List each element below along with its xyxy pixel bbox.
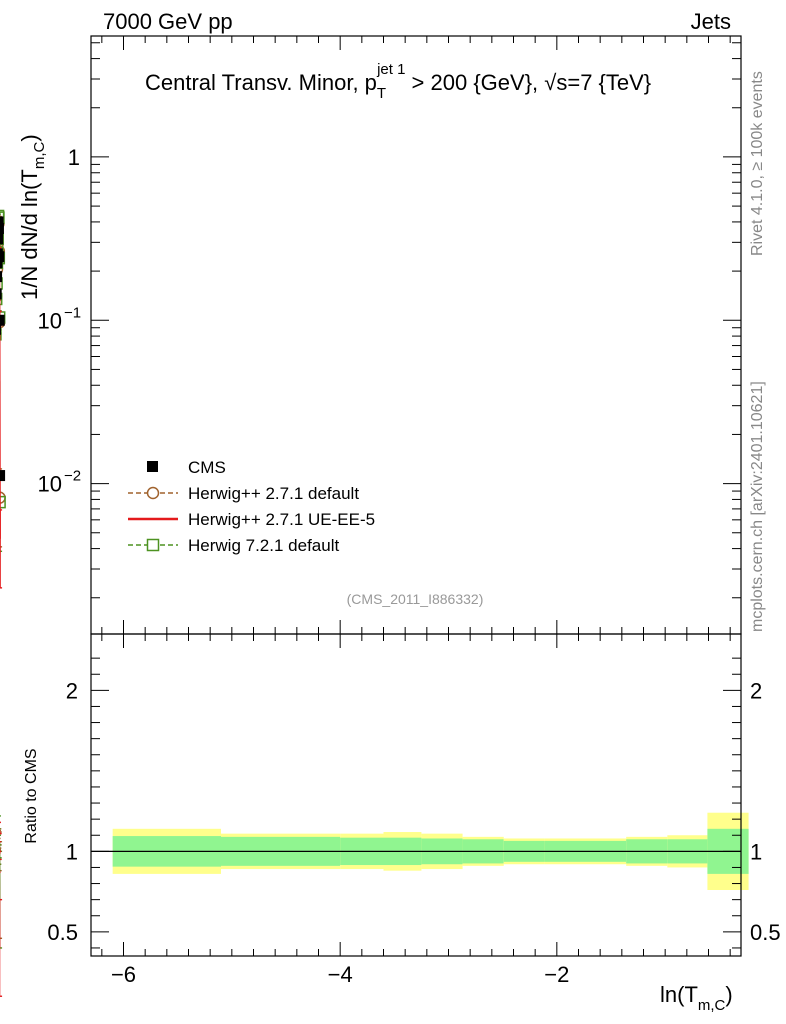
data-point-herwig7	[0, 277, 3, 290]
y-tick-label-right: 1	[750, 839, 762, 864]
legend-marker	[146, 538, 160, 552]
data-point-cms	[0, 323, 1, 335]
y-tick-label-exponent: −1	[64, 304, 81, 321]
ratio-y-axis-label: Ratio to CMS	[23, 748, 40, 843]
legend-label: CMS	[188, 458, 226, 477]
x-tick-label: −2	[544, 962, 569, 987]
data-point-cms	[0, 288, 2, 300]
data-point-cms	[0, 222, 4, 234]
data-point-herwig-default	[0, 244, 6, 258]
ratio-plot-frame	[90, 633, 742, 957]
legend: CMS Herwig++ 2.7.1 default Herwig++ 2.7.1 …	[128, 458, 375, 555]
y-tick-label: 0.5	[47, 920, 78, 945]
legend-label: Herwig 7.2.1 default	[188, 536, 339, 555]
x-tick-label: −6	[111, 962, 136, 987]
y-tick-label-right: 0.5	[750, 920, 781, 945]
x-axis-label: ln(Tm,C)	[660, 982, 733, 1014]
legend-marker-cms	[147, 461, 158, 472]
y-tick-label: 1	[68, 145, 80, 170]
rivet-version-label: Rivet 4.1.0, ≥ 100k events	[749, 71, 766, 256]
x-tick-label: −4	[328, 962, 353, 987]
data-point-cms	[0, 470, 6, 482]
plot-title: Central Transv. Minor, pTjet 1 > 200 {Ge…	[145, 61, 651, 102]
y-tick-label: 1	[66, 839, 78, 864]
main-y-axis-label: 1/N dN/d ln(Tm,C)	[17, 134, 48, 300]
y-tick-label: 2	[66, 678, 78, 703]
data-point-cms	[0, 233, 4, 245]
y-tick-label-right: 2	[750, 678, 762, 703]
header-left: 7000 GeV pp	[103, 9, 233, 34]
y-tick-label-exponent: −2	[64, 468, 81, 485]
data-point-herwig7	[0, 211, 5, 224]
y-tick-label: 10	[38, 308, 62, 333]
data-point-cms	[0, 257, 3, 269]
data-point-cms	[0, 251, 5, 263]
y-tick-label: 10	[38, 472, 62, 497]
legend-label: Herwig++ 2.7.1 UE-EE-5	[188, 510, 375, 529]
legend-marker	[146, 486, 160, 500]
data-point-herwig7	[0, 495, 6, 509]
legend-label: Herwig++ 2.7.1 default	[188, 484, 359, 503]
data-point-herwig-default	[0, 263, 4, 275]
data-point-cms	[0, 271, 3, 283]
analysis-label: (CMS_2011_I886332)	[347, 591, 484, 607]
data-point-cms	[0, 216, 4, 228]
header-right: Jets	[691, 9, 731, 34]
data-point-cms	[0, 314, 5, 326]
mcplots-label: mcplots.cern.ch [arXiv:2401.10621]	[749, 381, 766, 632]
